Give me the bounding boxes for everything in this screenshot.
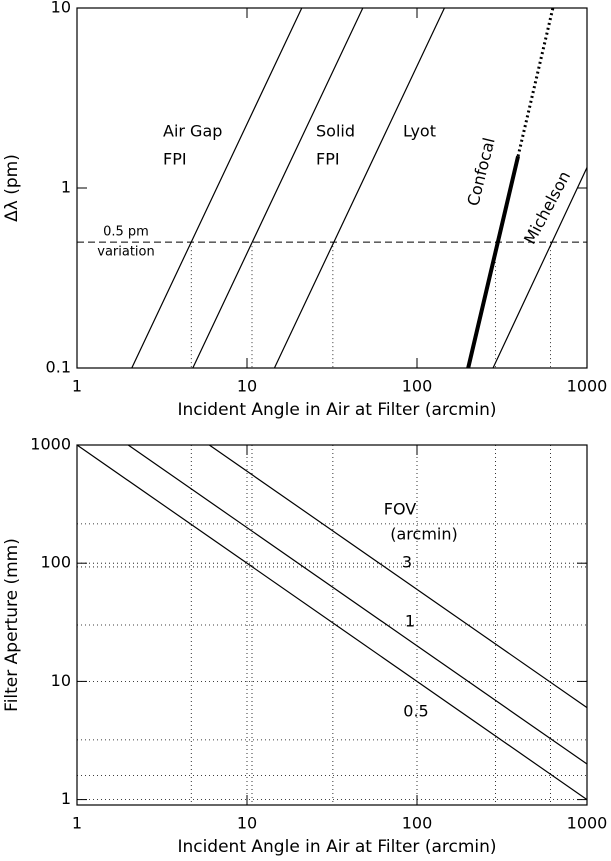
series-line bbox=[208, 444, 588, 709]
series-line bbox=[516, 7, 555, 157]
x-axis-label: Incident Angle in Air at Filter (arcmin) bbox=[177, 837, 496, 857]
series-label: FPI bbox=[316, 150, 340, 169]
y-tick-label: 1 bbox=[61, 178, 71, 197]
series-label: Michelson bbox=[520, 168, 574, 247]
y-tick-label: 100 bbox=[40, 553, 71, 572]
series-label: 0.5 bbox=[403, 702, 428, 721]
series-line bbox=[127, 444, 588, 765]
x-tick-label: 1 bbox=[72, 377, 82, 396]
x-tick-label: 10 bbox=[237, 814, 257, 833]
series-line bbox=[76, 444, 588, 801]
x-tick-label: 100 bbox=[402, 377, 433, 396]
y-axis-label: Δλ (pm) bbox=[2, 154, 22, 222]
x-tick-label: 10 bbox=[237, 377, 257, 396]
annotation: variation bbox=[97, 245, 154, 260]
x-tick-label: 1000 bbox=[567, 377, 608, 396]
annotation: 0.5 pm bbox=[103, 225, 149, 240]
series-label: Air Gap bbox=[163, 122, 222, 141]
y-tick-label: 0.1 bbox=[46, 358, 71, 377]
series-line bbox=[131, 7, 303, 369]
series-label: Confocal bbox=[463, 136, 498, 208]
series-label: 1 bbox=[405, 612, 415, 631]
x-tick-label: 100 bbox=[402, 814, 433, 833]
x-tick-label: 1 bbox=[72, 814, 82, 833]
y-tick-label: 10 bbox=[51, 0, 71, 17]
legend-title: FOV bbox=[384, 500, 417, 519]
x-axis-label: Incident Angle in Air at Filter (arcmin) bbox=[177, 400, 496, 420]
legend-title: (arcmin) bbox=[390, 525, 457, 544]
series-line bbox=[466, 155, 520, 369]
series-label: FPI bbox=[163, 150, 187, 169]
series-line bbox=[273, 7, 445, 369]
plot-frame bbox=[76, 444, 588, 806]
series-label: 3 bbox=[402, 553, 412, 572]
series-line bbox=[192, 7, 364, 369]
y-axis-label: Filter Aperture (mm) bbox=[2, 538, 22, 712]
y-tick-label: 1 bbox=[61, 789, 71, 808]
x-tick-label: 1000 bbox=[567, 814, 608, 833]
series-label: Lyot bbox=[403, 122, 436, 141]
y-tick-label: 1000 bbox=[30, 435, 71, 454]
series-line bbox=[492, 167, 588, 369]
series-label: Solid bbox=[316, 122, 355, 141]
y-tick-label: 10 bbox=[51, 671, 71, 690]
